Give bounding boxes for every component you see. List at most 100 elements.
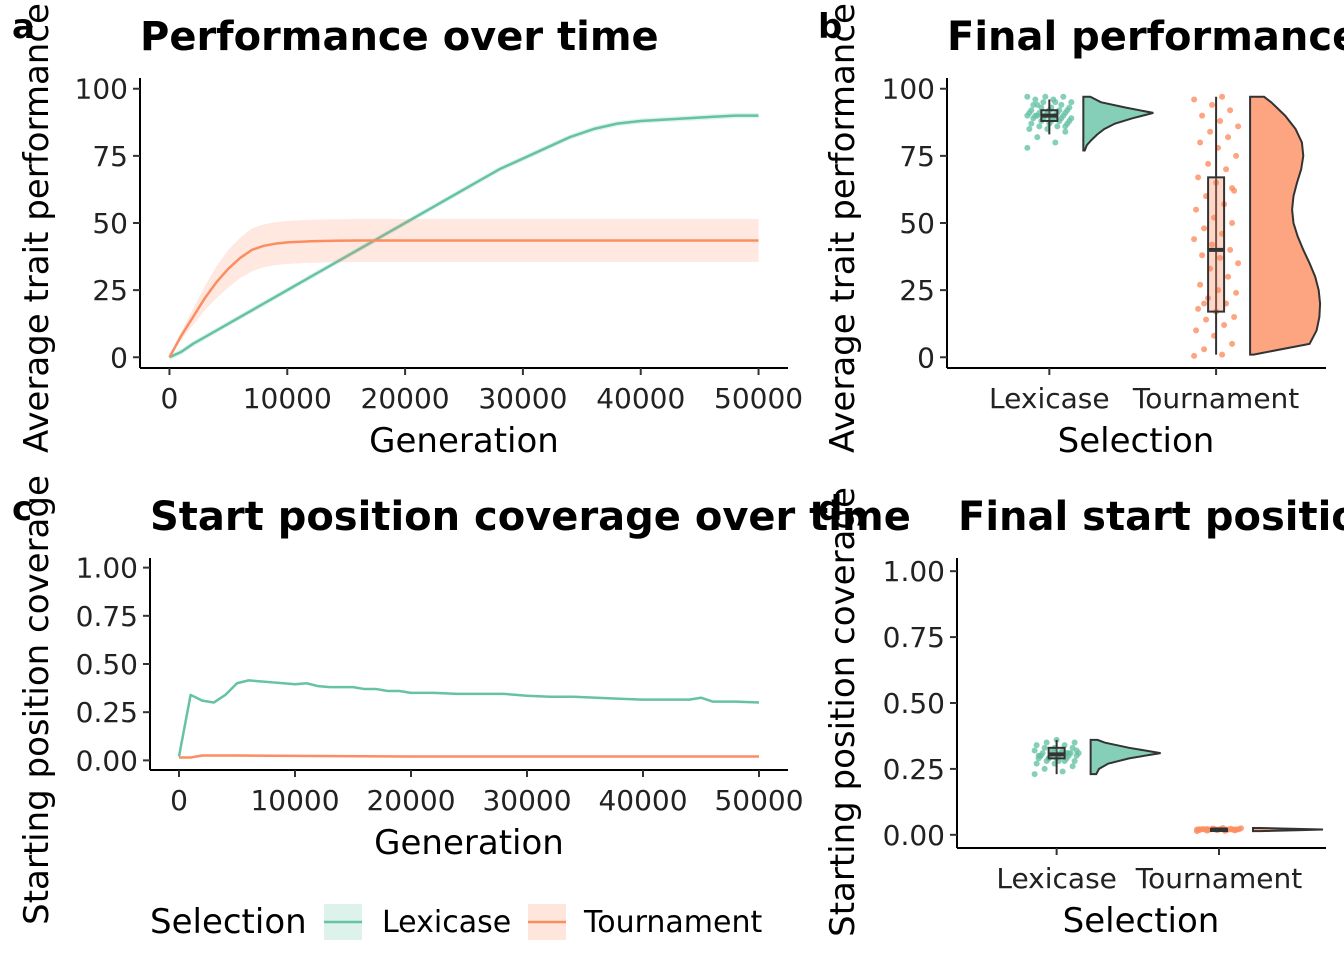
panel-b-point-tournament — [1201, 346, 1208, 353]
panel-d-ylabel: Starting position coverage — [823, 487, 863, 937]
panel-b-xtick-label: Lexicase — [989, 382, 1110, 415]
panel-b-ylabel: Average trait performance — [823, 3, 863, 453]
panel-b-ytick-label: 0 — [917, 341, 935, 374]
panel-a-xtick-label: 20000 — [361, 382, 450, 415]
panel-a-band-tournament — [169, 218, 759, 358]
panel-b-point-tournament — [1199, 112, 1206, 119]
panel-b-point-lexicase — [1040, 99, 1047, 106]
panel-d-point-lexicase — [1041, 744, 1048, 751]
panel-a-xtick-label: 10000 — [243, 382, 332, 415]
legend-label-lexicase: Lexicase — [382, 905, 511, 940]
panel-b-violin-lexicase — [1082, 95, 1154, 152]
panel-b-point-tournament — [1195, 305, 1202, 312]
panel-b-point-lexicase — [1024, 144, 1031, 151]
panel-b-point-tournament — [1223, 166, 1230, 173]
panel-b-point-tournament — [1235, 260, 1242, 267]
panel-b-point-lexicase — [1052, 139, 1059, 146]
panel-c-ytick-label: 0.25 — [76, 696, 138, 729]
panel-b-point-tournament — [1197, 281, 1204, 288]
panel-c-xtick-label: 10000 — [250, 784, 339, 817]
panel-b-point-lexicase — [1026, 126, 1033, 133]
panel-d-point-lexicase — [1031, 747, 1038, 754]
panel-b-point-lexicase — [1036, 123, 1043, 130]
panel-b-point-tournament — [1199, 252, 1206, 259]
panel-b-point-lexicase — [1060, 93, 1067, 100]
panel-b-point-lexicase — [1034, 101, 1041, 108]
panel-c-ytick-label: 0.75 — [76, 600, 138, 633]
panel-a-ylabel: Average trait performance — [17, 3, 57, 453]
panel-b-point-tournament — [1233, 152, 1240, 159]
panel-b-point-tournament — [1225, 273, 1232, 280]
panel-b-point-lexicase — [1034, 134, 1041, 141]
panel-a-xlabel: Generation — [369, 421, 559, 461]
panel-tag-c: c — [12, 489, 32, 529]
panel-b-point-lexicase — [1062, 123, 1069, 130]
panel-b-title: Final performance — [947, 14, 1344, 60]
panel-b-point-tournament — [1229, 185, 1236, 192]
panel-b-point-tournament — [1229, 220, 1236, 226]
panel-b-violin-tournament — [1249, 95, 1322, 356]
panel-tag-a: a — [12, 7, 35, 47]
panel-d-ytick-label: 0.25 — [883, 753, 945, 786]
panel-b-point-tournament — [1191, 236, 1198, 243]
panel-b-point-tournament — [1231, 313, 1238, 320]
panel-a-ytick-label: 50 — [92, 207, 128, 240]
panel-c-title: Start position coverage over time — [150, 494, 911, 540]
panel-b-point-tournament — [1193, 327, 1200, 334]
panel-d-xtick-label: Tournament — [1135, 862, 1302, 895]
panel-b-point-lexicase — [1032, 96, 1039, 103]
panel-a-xtick-label: 0 — [161, 382, 179, 415]
panel-b-point-tournament — [1221, 322, 1228, 329]
panel-b-point-tournament — [1233, 289, 1240, 296]
panel-b-point-tournament — [1227, 246, 1234, 253]
panel-b-point-tournament — [1217, 117, 1224, 124]
panel-c-xtick-label: 0 — [170, 784, 188, 817]
panel-c-ytick-label: 0.50 — [76, 648, 138, 681]
panel-b-point-tournament — [1225, 134, 1232, 141]
panel-c-line-tournament — [179, 754, 759, 759]
panel-b-xtick-label: Tournament — [1132, 382, 1299, 415]
legend: Selection Lexicase Tournament — [150, 902, 762, 942]
panel-c-xtick-label: 40000 — [598, 784, 687, 817]
panel-c-line-lexicase — [177, 679, 760, 757]
panel-a-ytick-label: 25 — [92, 274, 128, 307]
panel-b-point-tournament — [1227, 107, 1234, 114]
panel-b-point-tournament — [1209, 101, 1216, 108]
panel-d-point-lexicase — [1033, 742, 1040, 749]
panel-c-xtick-label: 20000 — [366, 784, 455, 817]
panel-b-ytick-label: 50 — [899, 207, 935, 240]
panel-d-point-tournament — [1231, 826, 1238, 833]
panel-d-point-lexicase — [1031, 771, 1038, 778]
panel-d-point-tournament — [1195, 826, 1202, 833]
panel-b-point-lexicase — [1052, 99, 1059, 106]
panel-b-point-tournament — [1229, 340, 1236, 347]
panel-b-point-tournament — [1193, 206, 1200, 213]
panel-c-ytick-label: 1.00 — [76, 552, 138, 585]
panel-c-xtick-label: 30000 — [482, 784, 571, 817]
panel-d-point-lexicase — [1059, 768, 1066, 775]
panel-a-line-lexicase — [168, 114, 759, 359]
panel-d-violin-lexicase — [1089, 738, 1161, 776]
panel-a-xtick-label: 40000 — [596, 382, 685, 415]
panel-d-point-lexicase — [1061, 742, 1068, 749]
panel-b-ytick-label: 100 — [882, 73, 935, 106]
panel-b-ytick-label: 25 — [899, 274, 935, 307]
panel-b-point-lexicase — [1068, 115, 1075, 122]
panel-b-point-tournament — [1203, 316, 1210, 323]
panel-b-point-tournament — [1195, 174, 1202, 181]
panel-a-ytick-label: 100 — [75, 73, 128, 106]
panel-b-point-tournament — [1201, 300, 1208, 307]
panel-b-point-tournament — [1197, 139, 1204, 146]
panel-d-ytick-label: 1.00 — [883, 555, 945, 588]
panel-b-point-tournament — [1219, 93, 1226, 100]
panel-d-title: Final start position coverage — [958, 494, 1344, 540]
panel-d-point-tournament — [1203, 826, 1210, 833]
panel-tag-d: d — [818, 489, 842, 529]
panel-tag-b: b — [818, 7, 842, 47]
panel-d-violin-tournament — [1251, 826, 1324, 833]
panel-b-point-lexicase — [1028, 120, 1035, 127]
legend-title: Selection — [150, 902, 307, 942]
panel-c-ylabel: Starting position coverage — [17, 475, 57, 925]
panel-b-point-lexicase — [1042, 93, 1049, 100]
